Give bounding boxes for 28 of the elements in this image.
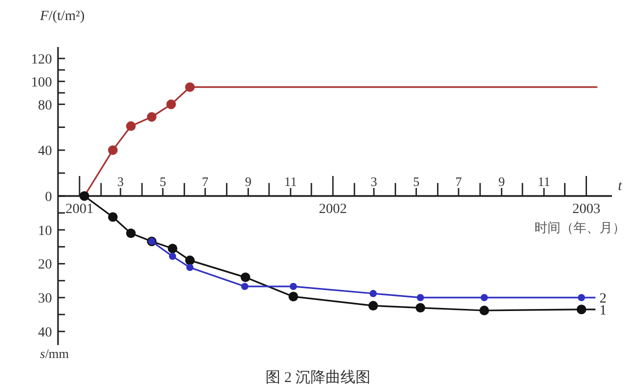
x-tick-label: 2002 xyxy=(318,202,347,217)
x-tick-label: 7 xyxy=(202,174,209,189)
y-tick-label: 10 xyxy=(38,224,52,239)
x-tick-label: 5 xyxy=(412,174,420,189)
x-tick-label: 11 xyxy=(284,174,297,189)
x-tick-label: 3 xyxy=(117,174,124,189)
y-tick-label: 40 xyxy=(38,144,52,160)
x-tick-label: 7 xyxy=(455,174,462,189)
y-tick-label: 0 xyxy=(45,190,52,205)
y-tick-label: 120 xyxy=(31,52,52,68)
y-tick-label: 20 xyxy=(38,258,52,273)
x-tick-label: 11 xyxy=(538,174,550,189)
y-axis-title: F/(t/m²) xyxy=(39,9,85,24)
legend-label: 1 xyxy=(599,303,606,318)
x-tick-label: 5 xyxy=(160,174,166,189)
x-axis-title: t xyxy=(618,179,623,194)
x-tick-label: 9 xyxy=(498,174,505,189)
caption: 图 2 沉降曲线图 xyxy=(266,369,370,386)
x-tick-label: 2003 xyxy=(572,202,600,217)
y-tick-label: 80 xyxy=(38,98,52,114)
y-axis-title: s/mm xyxy=(40,346,69,361)
annotation: 时间（年、月） xyxy=(534,220,626,235)
x-tick-label: 9 xyxy=(244,174,252,189)
y-tick-label: 40 xyxy=(38,325,52,340)
x-tick-label: 2001 xyxy=(66,202,94,217)
y-tick-label: 30 xyxy=(38,292,52,307)
x-tick-label: 3 xyxy=(370,174,378,189)
y-tick-label: 100 xyxy=(31,75,52,90)
